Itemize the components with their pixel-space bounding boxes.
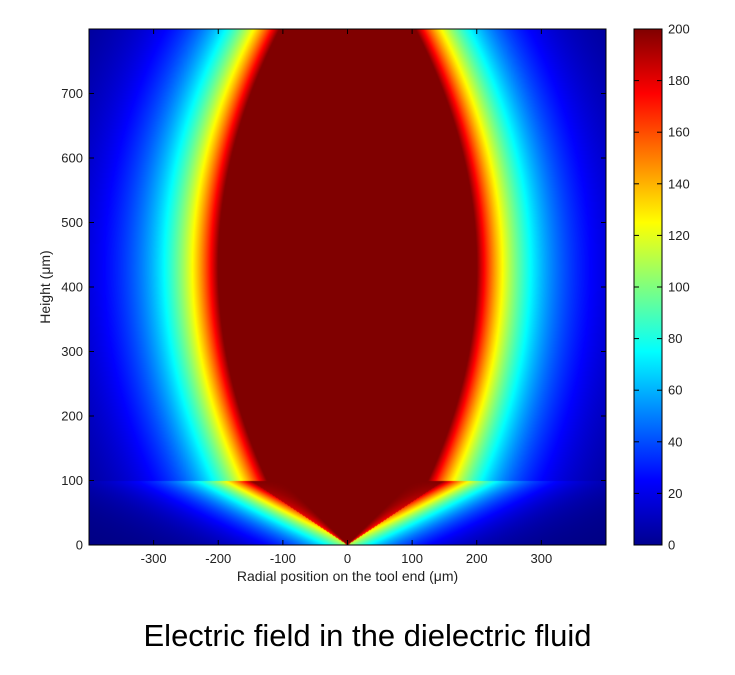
x-tick-label: 0 [344,551,351,566]
figure-caption: Electric field in the dielectric fluid [143,618,592,653]
x-tick-label: 200 [466,551,488,566]
colorbar-tick-label: 100 [668,280,690,295]
colorbar-tick-label: 60 [668,383,682,398]
x-tick-label: -200 [205,551,231,566]
colorbar-tick-label: 80 [668,331,682,346]
y-tick-label: 500 [61,215,83,230]
field-heatmap [89,29,606,545]
colorbar-tick-label: 180 [668,73,690,88]
x-tick-label: -100 [270,551,296,566]
y-axis-ticks: 0 100 200 300 400 500 600 700 [61,86,606,553]
y-tick-label: 600 [61,151,83,166]
y-tick-label: 200 [61,409,83,424]
x-axis-ticks: -300 -200 -100 0 100 200 300 [141,29,553,566]
x-tick-label: 100 [401,551,423,566]
x-tick-label: 300 [531,551,553,566]
y-tick-label: 0 [76,538,83,553]
heatmap-plot: -300 -200 -100 0 100 200 300 0 100 200 300 400 500 6… [37,28,607,584]
colorbar-tick-label: 120 [668,228,690,243]
colorbar-tick-label: 140 [668,176,690,191]
x-tick-label: -300 [141,551,167,566]
x-axis-label: Radial position on the tool end (μm) [237,568,458,584]
y-tick-label: 700 [61,86,83,101]
y-tick-label: 300 [61,344,83,359]
colorbar-tick-label: 160 [668,125,690,140]
colorbar-ticks: 0 20 40 60 80 100 120 140 160 180 200 [634,22,690,553]
colorbar-tick-label: 200 [668,22,690,37]
colorbar-tick-label: 40 [668,434,682,449]
colorbar-tick-label: 0 [668,538,675,553]
colorbar-tick-label: 20 [668,486,682,501]
y-tick-label: 400 [61,280,83,295]
y-tick-label: 100 [61,473,83,488]
colorbar: 0 20 40 60 80 100 120 140 160 180 200 [633,22,690,553]
y-axis-label: Height (μm) [37,250,53,323]
